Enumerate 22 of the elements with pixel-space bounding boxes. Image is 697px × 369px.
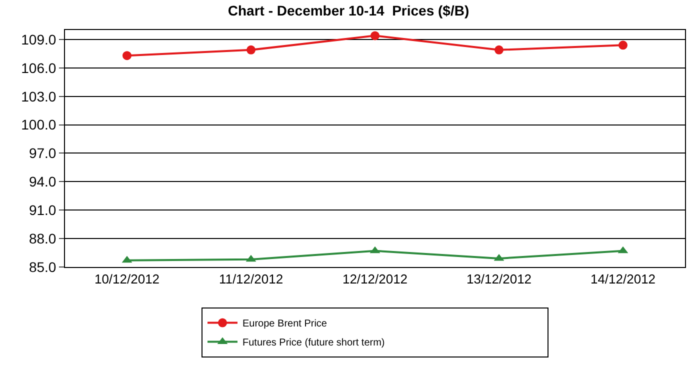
y-tick-label: 109.0 [21, 31, 56, 48]
y-tick-label: 103.0 [21, 88, 56, 104]
point [122, 51, 132, 60]
legend-label: Europe Brent Price [242, 318, 328, 330]
x-tick-label: 11/12/2012 [218, 272, 284, 287]
point [246, 45, 256, 54]
y-tick-label: 94.0 [28, 174, 56, 190]
chart-title: Chart - December 10-14 Prices ($/B) [228, 2, 470, 18]
x-tick-label: 10/12/2012 [94, 272, 160, 287]
x-tick-label: 12/12/2012 [342, 272, 408, 287]
x-tick-label: 13/12/2012 [466, 272, 532, 287]
y-tick-label: 97.0 [28, 145, 56, 162]
point [370, 31, 380, 40]
x-tick-label: 14/12/2012 [590, 272, 656, 287]
y-tick-label: 88.0 [28, 230, 56, 246]
y-tick-label: 91.0 [28, 202, 56, 218]
legend-label: Futures Price (future short term) [242, 338, 385, 349]
point [618, 40, 628, 50]
y-tick-label: 106.0 [21, 60, 56, 76]
y-tick-label: 100.0 [21, 116, 56, 133]
y-tick-label: 85.0 [28, 258, 56, 275]
point [494, 45, 504, 54]
